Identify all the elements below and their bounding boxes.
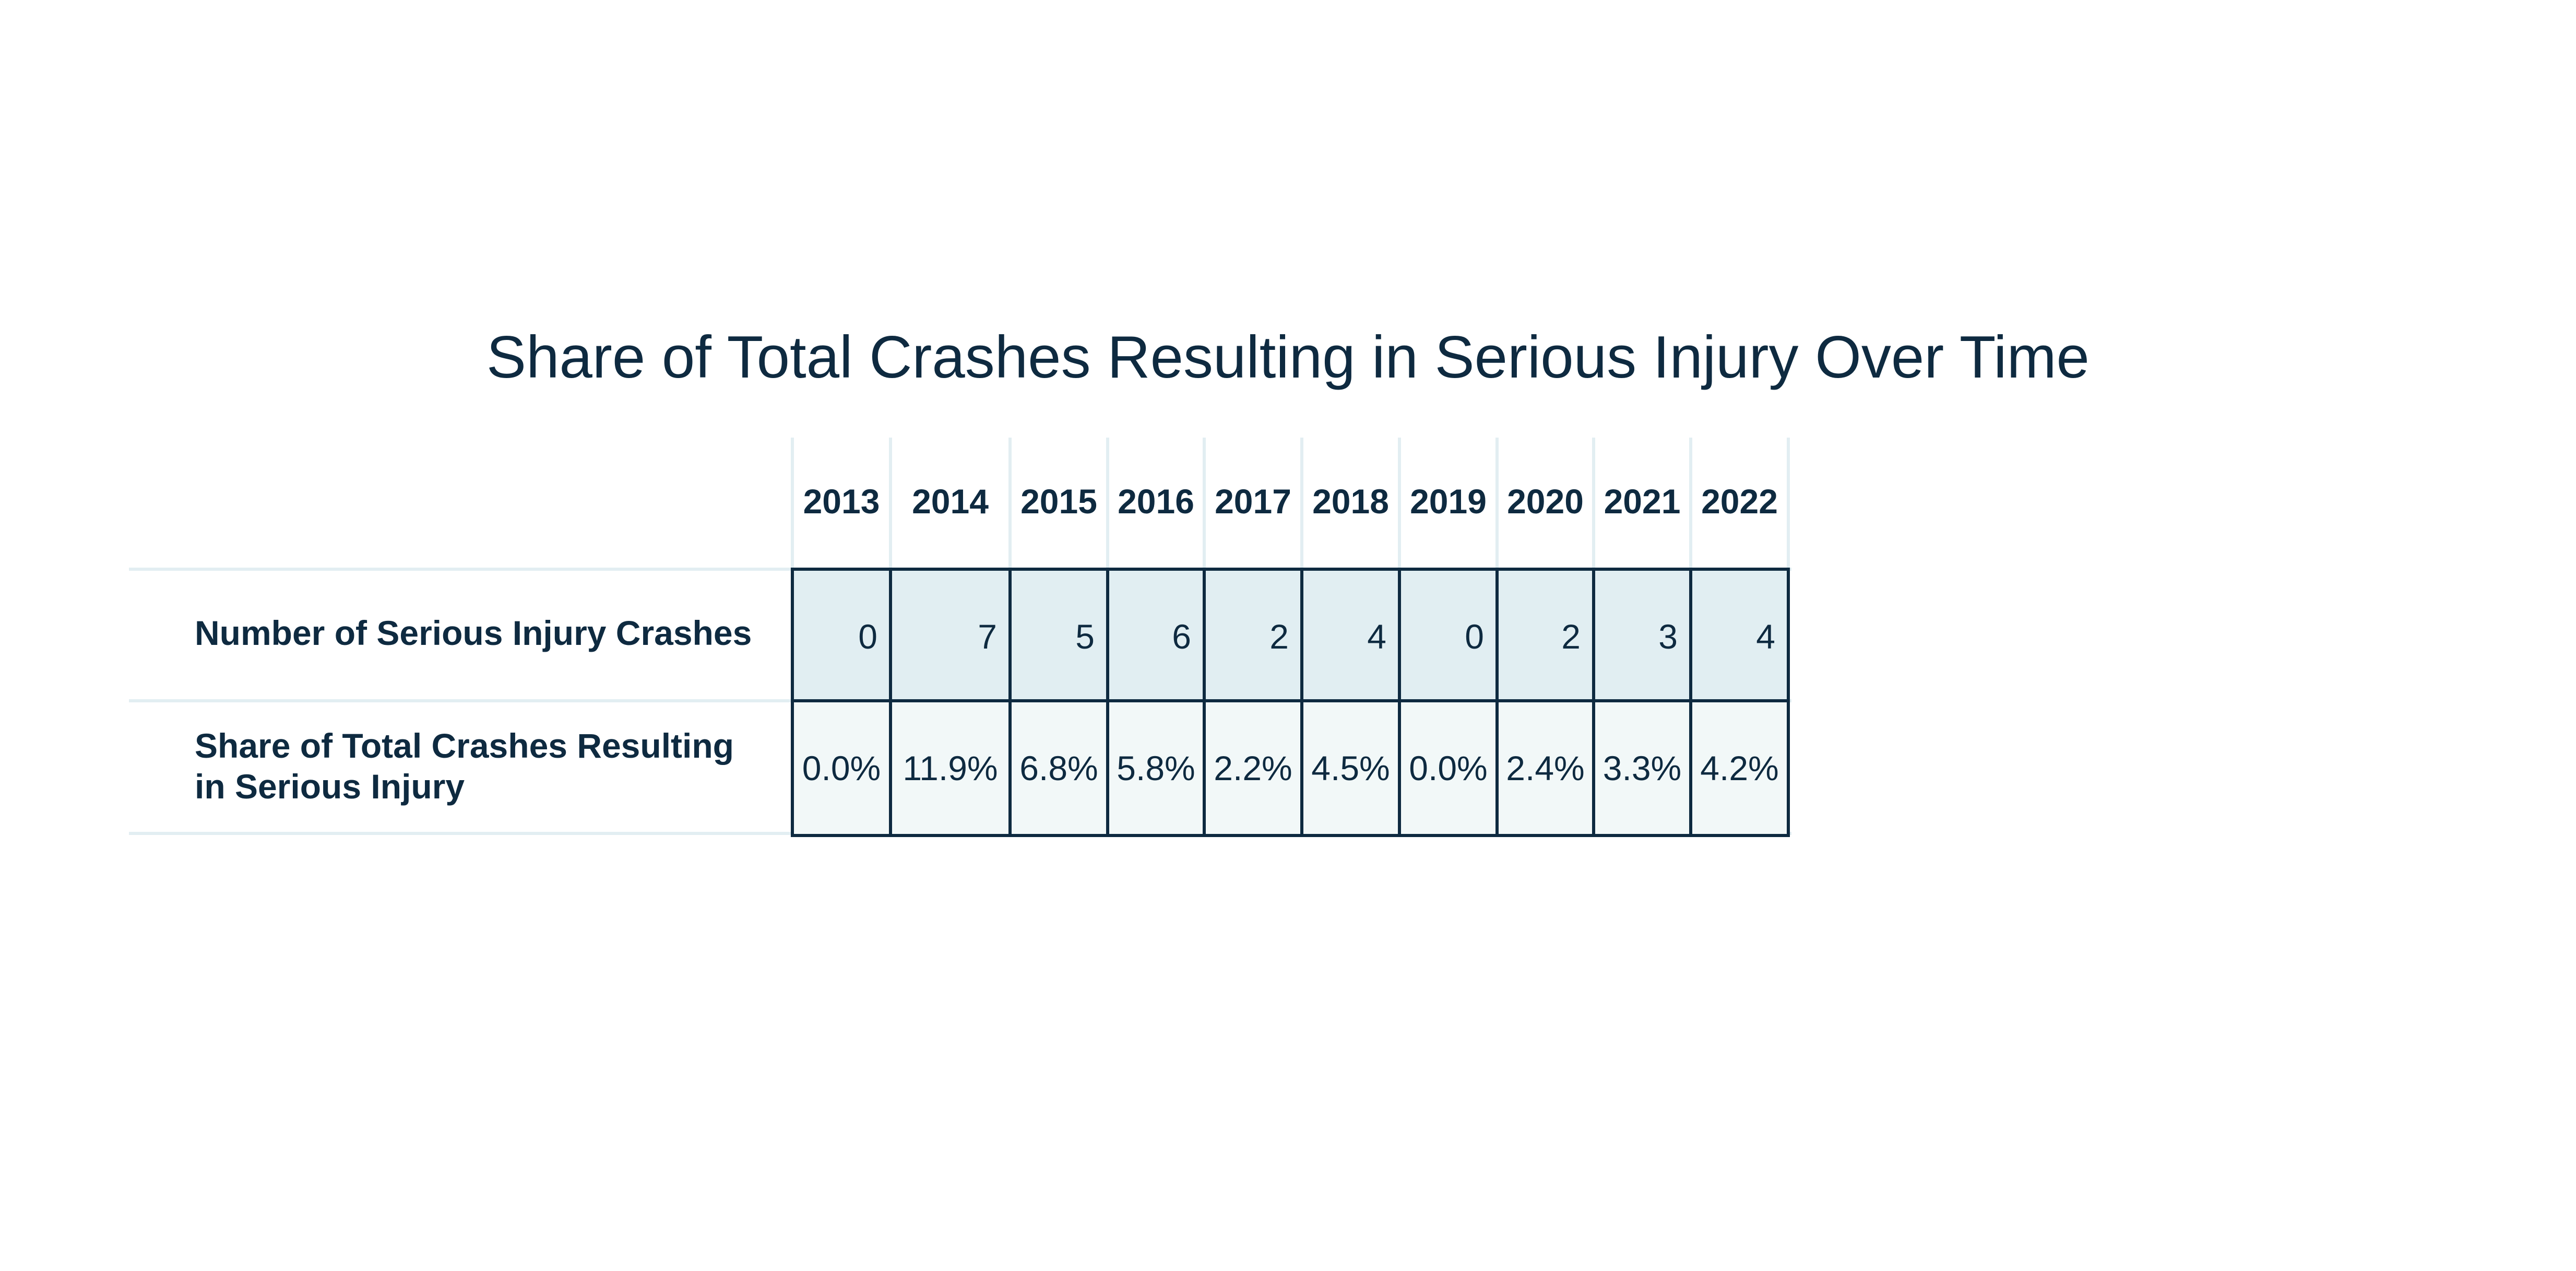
crash-count-cell-2013: 0: [791, 568, 892, 705]
header-column-divider: [1203, 438, 1206, 568]
column-header-2015: 2015: [1020, 482, 1097, 521]
column-header-2017: 2017: [1215, 482, 1291, 521]
header-column-divider: [1300, 438, 1303, 568]
share-cell-2020: 2.4%: [1495, 699, 1595, 837]
header-column-divider: [889, 438, 892, 568]
header-column-divider: [791, 438, 794, 568]
header-column-divider: [1008, 438, 1012, 568]
share-cell-2014: 11.9%: [889, 699, 1012, 837]
crash-count-cell-2016: 6: [1106, 568, 1206, 705]
crash-count-cell-2022: 4: [1689, 568, 1790, 705]
crash-count-cell-2017: 2: [1203, 568, 1303, 705]
share-cell-2013: 0.0%: [791, 699, 892, 837]
share-cell-2015: 6.8%: [1008, 699, 1109, 837]
header-column-divider: [1787, 438, 1790, 568]
column-header-2014: 2014: [912, 482, 989, 521]
row-label-share-line-1: Share of Total Crashes Resulting: [195, 726, 734, 765]
column-header-2022: 2022: [1701, 482, 1778, 521]
share-cell-2019: 0.0%: [1398, 699, 1499, 837]
column-header-2013: 2013: [803, 482, 880, 521]
column-header-2021: 2021: [1604, 482, 1681, 521]
header-column-divider: [1106, 438, 1109, 568]
crash-count-cell-2021: 3: [1592, 568, 1692, 705]
crash-count-cell-2019: 0: [1398, 568, 1499, 705]
column-header-2016: 2016: [1118, 482, 1194, 521]
row-label-serious-injury-crashes: Number of Serious Injury Crashes: [195, 614, 752, 652]
share-cell-2018: 4.5%: [1300, 699, 1401, 837]
row-label-share-line-2: in Serious Injury: [195, 767, 465, 806]
column-header-2019: 2019: [1410, 482, 1487, 521]
column-header-2020: 2020: [1507, 482, 1584, 521]
share-cell-2021: 3.3%: [1592, 699, 1692, 837]
crash-count-cell-2014: 7: [889, 568, 1012, 705]
crash-count-cell-2020: 2: [1495, 568, 1595, 705]
header-column-divider: [1592, 438, 1595, 568]
share-cell-2016: 5.8%: [1106, 699, 1206, 837]
share-cell-2022: 4.2%: [1689, 699, 1790, 837]
header-column-divider: [1398, 438, 1401, 568]
header-column-divider: [1495, 438, 1499, 568]
share-cell-2017: 2.2%: [1203, 699, 1303, 837]
chart-title: Share of Total Crashes Resulting in Seri…: [486, 324, 2090, 391]
column-header-2018: 2018: [1312, 482, 1389, 521]
crash-count-cell-2018: 4: [1300, 568, 1401, 705]
crash-count-cell-2015: 5: [1008, 568, 1109, 705]
header-column-divider: [1689, 438, 1692, 568]
